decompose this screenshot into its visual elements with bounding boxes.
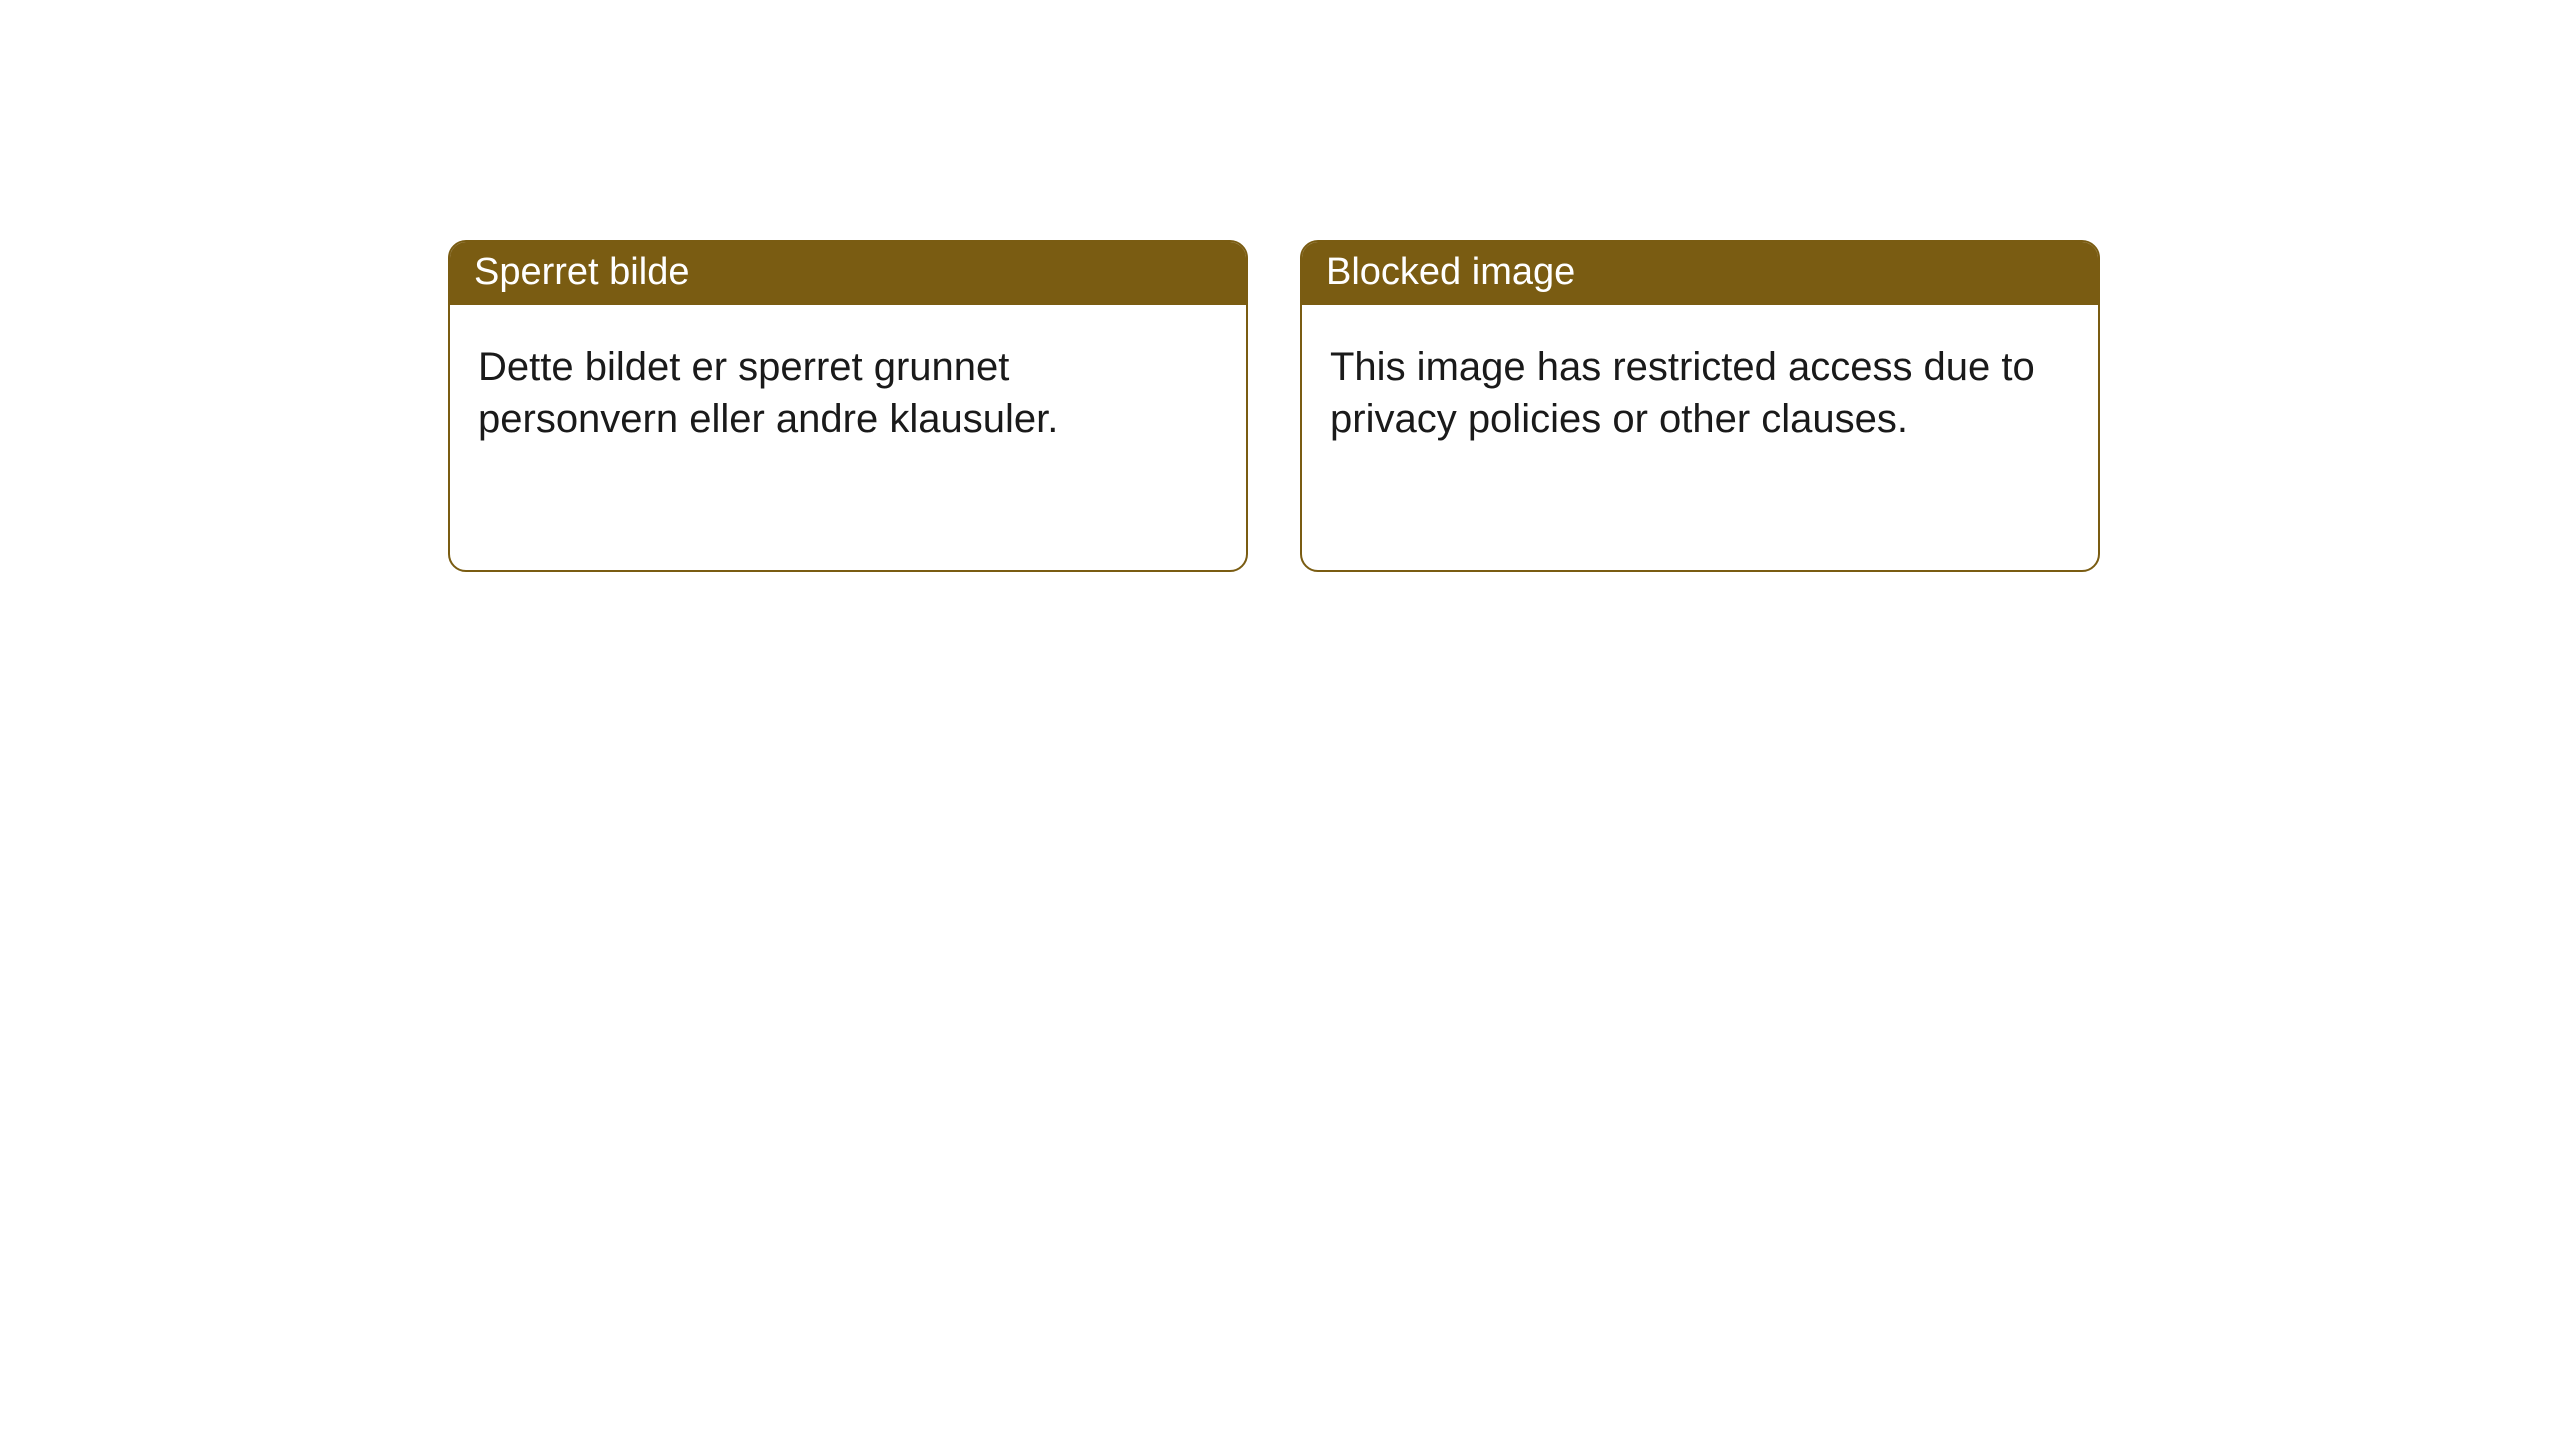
notice-card-english: Blocked image This image has restricted … — [1300, 240, 2100, 572]
notice-title: Blocked image — [1326, 251, 1575, 293]
notice-header: Blocked image — [1302, 242, 2098, 305]
notice-container: Sperret bilde Dette bildet er sperret gr… — [0, 0, 2560, 572]
notice-title: Sperret bilde — [474, 251, 689, 293]
notice-body-text: This image has restricted access due to … — [1330, 345, 2035, 441]
notice-header: Sperret bilde — [450, 242, 1246, 305]
notice-body-text: Dette bildet er sperret grunnet personve… — [478, 345, 1058, 441]
notice-body: Dette bildet er sperret grunnet personve… — [450, 305, 1246, 481]
notice-body: This image has restricted access due to … — [1302, 305, 2098, 481]
notice-card-norwegian: Sperret bilde Dette bildet er sperret gr… — [448, 240, 1248, 572]
